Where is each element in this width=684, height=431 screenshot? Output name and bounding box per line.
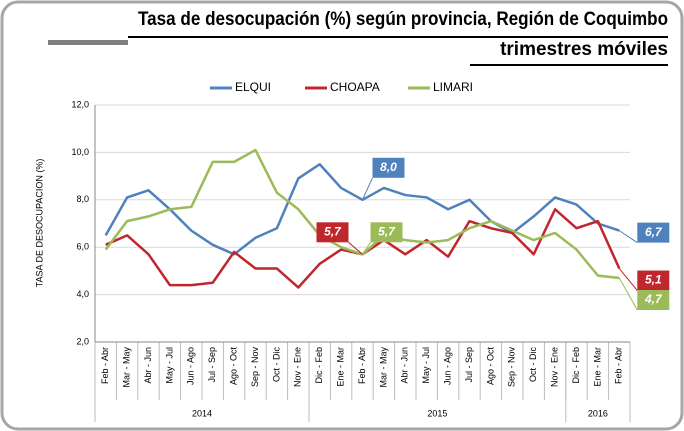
label-pointer bbox=[619, 230, 638, 244]
y-axis-label: TASA DE DESOCUPACION (%) bbox=[34, 159, 44, 288]
x-tick-label: Sep - Nov bbox=[507, 347, 517, 388]
y-tick-label: 8,0 bbox=[76, 194, 89, 204]
data-label: 5,1 bbox=[645, 273, 662, 287]
x-tick-label: Oct - Dic bbox=[271, 347, 281, 382]
label-box bbox=[370, 222, 403, 243]
label-box bbox=[316, 222, 349, 243]
data-label: 8,0 bbox=[380, 160, 397, 174]
x-tick-label: Abr - Jun bbox=[400, 347, 410, 384]
data-label: 6,7 bbox=[645, 225, 663, 239]
x-tick-label: May - Jul bbox=[164, 347, 174, 384]
subtitle-rule bbox=[470, 64, 668, 66]
label-pointer bbox=[618, 277, 638, 311]
x-tick-label: Jul - Sep bbox=[464, 347, 474, 383]
legend-label: LIMARI bbox=[433, 80, 473, 94]
label-pointer bbox=[348, 241, 363, 255]
y-tick-label: 6,0 bbox=[76, 242, 89, 252]
label-box bbox=[372, 157, 405, 178]
label-box bbox=[637, 270, 670, 291]
y-tick-label: 4,0 bbox=[76, 289, 89, 299]
x-tick-label: Abr - Jun bbox=[143, 347, 153, 384]
chart-subtitle: trimestres móviles bbox=[500, 39, 668, 60]
x-tick-label: Dic - Feb bbox=[571, 347, 581, 384]
x-tick-label: Jul - Sep bbox=[207, 347, 217, 383]
y-tick-label: 12,0 bbox=[71, 99, 89, 109]
x-tick-label: Mar - May bbox=[378, 347, 388, 388]
x-tick-label: Ene - Mar bbox=[592, 347, 602, 387]
x-tick-label: Mar - May bbox=[121, 347, 131, 388]
y-tick-label: 2,0 bbox=[76, 336, 89, 346]
x-tick-label: Ene - Mar bbox=[335, 347, 345, 387]
data-label: 4,7 bbox=[644, 292, 663, 306]
x-tick-label: Feb - Abr bbox=[357, 347, 367, 384]
label-box bbox=[637, 290, 670, 311]
data-label: 5,7 bbox=[378, 224, 396, 238]
chart-title: Tasa de desocupación (%) según provincia… bbox=[138, 9, 668, 30]
year-label: 2014 bbox=[192, 408, 212, 418]
legend-label: CHOAPA bbox=[330, 80, 380, 94]
year-label: 2015 bbox=[427, 408, 447, 418]
title-rule bbox=[128, 36, 668, 38]
label-pointer bbox=[362, 242, 371, 255]
y-tick-label: 10,0 bbox=[71, 147, 89, 157]
title-bar bbox=[48, 40, 128, 45]
label-box bbox=[637, 222, 670, 243]
label-pointer bbox=[362, 177, 373, 201]
x-tick-label: Nov - Ene bbox=[293, 347, 303, 387]
x-tick-label: May - Jul bbox=[421, 347, 431, 384]
x-tick-label: Ago - Oct bbox=[485, 347, 495, 386]
x-tick-label: Ago - Oct bbox=[228, 347, 238, 386]
year-label: 2016 bbox=[588, 408, 608, 418]
x-tick-label: Dic - Feb bbox=[314, 347, 324, 384]
x-tick-label: Sep - Nov bbox=[250, 347, 260, 388]
legend-label: ELQUI bbox=[235, 80, 271, 94]
x-tick-label: Nov - Ene bbox=[549, 347, 559, 387]
x-tick-label: Feb - Abr bbox=[614, 347, 624, 384]
x-tick-label: Jun - Ago bbox=[442, 347, 452, 385]
x-tick-label: Feb - Abr bbox=[100, 347, 110, 384]
x-tick-label: Oct - Dic bbox=[528, 347, 538, 382]
data-label: 5,7 bbox=[324, 224, 342, 238]
label-pointer bbox=[618, 268, 638, 291]
x-tick-label: Jun - Ago bbox=[186, 347, 196, 385]
